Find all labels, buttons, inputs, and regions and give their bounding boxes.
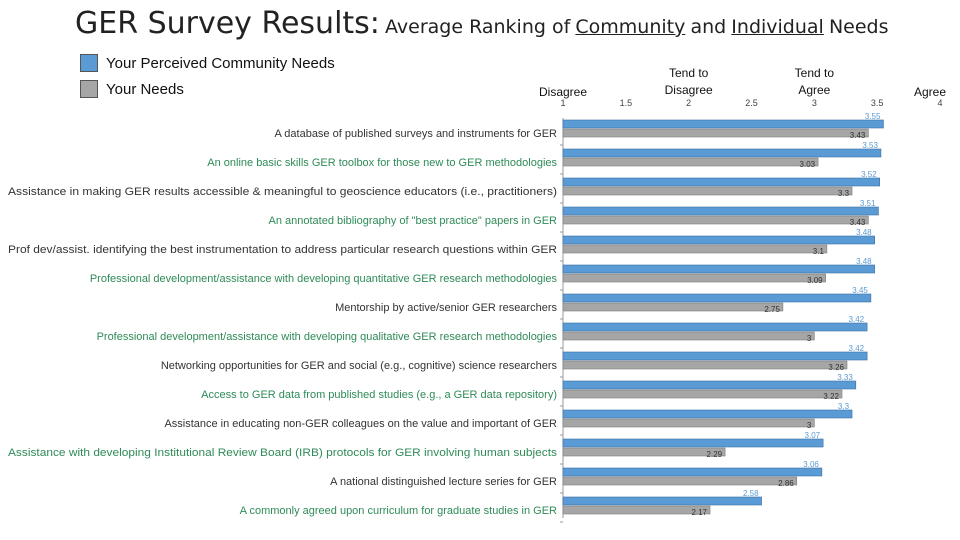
individual-value-label: 3 [807,334,812,343]
title-and: and [690,16,727,38]
title-individual: Individual [731,16,824,38]
legend-label-individual: Your Needs [106,80,184,98]
community-bar [562,206,879,216]
individual-bar [562,157,819,167]
community-bar [562,351,868,361]
category-label: A database of published surveys and inst… [275,128,558,140]
title-community: Community [575,16,686,38]
category-label: Assistance in educating non-GER colleagu… [164,418,557,430]
community-bar [562,322,868,332]
individual-value-label: 3.43 [850,218,866,227]
individual-bar [562,244,828,254]
individual-bar [562,186,853,196]
community-value-label: 3.3 [838,402,850,411]
individual-value-label: 3.1 [813,247,825,256]
community-value-label: 3.48 [856,228,872,237]
legend-item-individual: Your Needs [80,79,184,99]
individual-value-label: 3.3 [838,189,850,198]
community-bar [562,438,824,448]
title-suffix: Needs [828,16,889,38]
title-main: GER Survey Results: [75,6,380,41]
individual-value-label: 2.29 [707,450,723,459]
axis-heading: Agree [798,83,830,97]
legend-label-community: Your Perceived Community Needs [106,54,335,72]
individual-bar [562,418,815,428]
category-label: An online basic skills GER toolbox for t… [207,157,557,169]
category-label: Mentorship by active/senior GER research… [335,302,557,314]
category-label: An annotated bibliography of "best pract… [269,215,558,227]
x-tick-label: 1 [560,98,565,108]
category-label: Prof dev/assist. identifying the best in… [8,244,557,256]
community-value-label: 3.55 [865,112,881,121]
community-value-label: 3.06 [803,460,819,469]
x-tick-label: 2.5 [745,98,758,108]
community-bar [562,496,762,506]
individual-value-label: 3.09 [807,276,823,285]
community-value-label: 3.45 [852,286,868,295]
community-value-label: 3.42 [849,344,865,353]
individual-value-label: 3.03 [800,160,816,169]
legend-item-community: Your Perceived Community Needs [80,53,335,73]
individual-bar [562,215,869,225]
legend-swatch-community [80,54,98,72]
community-bar [562,467,823,477]
individual-bar [562,128,869,138]
community-value-label: 2.58 [743,489,759,498]
community-bar [562,235,875,245]
individual-bar [562,302,784,312]
community-bar [562,148,882,158]
category-label: Professional development/assistance with… [90,273,558,285]
community-value-label: 3.33 [837,373,853,382]
category-label: Assistance in making GER results accessi… [8,186,557,198]
category-label: Assistance with developing Institutional… [8,447,558,459]
individual-value-label: 3 [807,421,812,430]
individual-bar [562,505,711,515]
individual-value-label: 3.22 [823,392,839,401]
individual-value-label: 2.86 [778,479,794,488]
community-bar [562,380,857,390]
individual-bar [562,360,848,370]
community-value-label: 3.48 [856,257,872,266]
axis-heading: Agree [914,85,946,99]
community-bar [562,264,875,274]
individual-value-label: 3.26 [828,363,844,372]
category-label: A national distinguished lecture series … [330,476,557,488]
individual-bar [562,273,826,283]
x-tick-label: 3.5 [871,98,884,108]
axis-heading: Tend to [795,66,835,80]
community-value-label: 3.51 [860,199,876,208]
legend-swatch-individual [80,80,98,98]
community-value-label: 3.07 [805,431,821,440]
x-tick-label: 4 [937,98,942,108]
category-label: Access to GER data from published studie… [201,389,557,401]
individual-bar [562,389,843,399]
individual-value-label: 2.75 [764,305,780,314]
axis-heading: Disagree [665,83,713,97]
axis-heading: Tend to [669,66,709,80]
individual-bar [562,476,798,486]
community-value-label: 3.52 [861,170,877,179]
individual-bar [562,331,815,341]
individual-bar [562,447,726,457]
individual-value-label: 2.17 [691,508,707,517]
title-sub-prefix: Average Ranking of [385,16,571,38]
category-label: Professional development/assistance with… [97,331,558,343]
community-bar [562,177,880,187]
community-bar [562,409,853,419]
community-value-label: 3.53 [862,141,878,150]
community-value-label: 3.42 [849,315,865,324]
x-tick-label: 1.5 [620,98,633,108]
x-tick-label: 3 [812,98,817,108]
community-bar [562,293,872,303]
individual-value-label: 3.43 [850,131,866,140]
community-bar [562,119,884,129]
axis-heading: Disagree [539,85,587,99]
category-label: A commonly agreed upon curriculum for gr… [240,505,557,517]
category-label: Networking opportunities for GER and soc… [161,360,558,372]
x-tick-label: 2 [686,98,691,108]
chart-title: GER Survey Results: Average Ranking of C… [75,6,889,41]
